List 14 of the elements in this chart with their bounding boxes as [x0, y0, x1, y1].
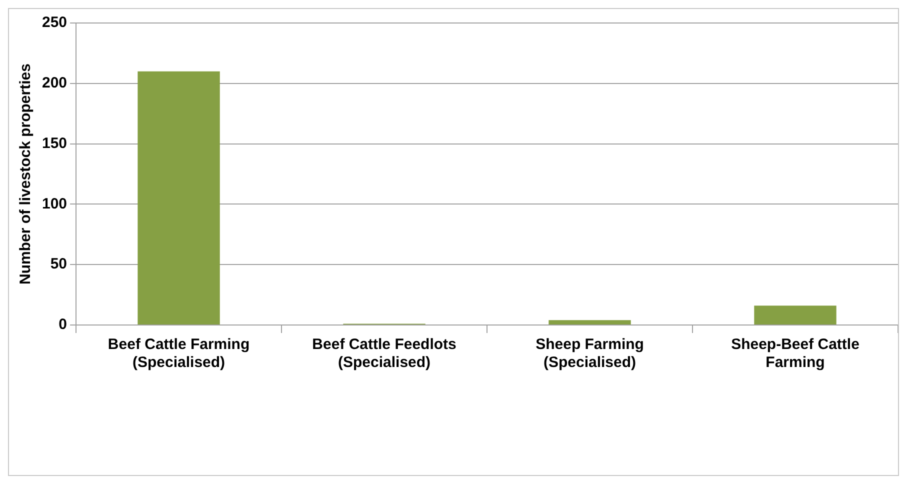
y-tick-label: 150 — [42, 134, 68, 152]
x-tick-label: Sheep-Beef Cattle Farming — [731, 336, 860, 372]
x-tick-label: Sheep Farming (Specialised) — [536, 336, 644, 372]
y-tick-label: 0 — [58, 316, 68, 334]
bar — [138, 71, 220, 324]
y-tick-label: 100 — [42, 195, 68, 212]
y-axis-title: Number of livestock properties — [17, 64, 34, 284]
bar — [548, 320, 631, 324]
y-tick-label: 250 — [42, 14, 68, 32]
bar — [754, 306, 836, 324]
x-tick-label: Beef Cattle Farming (Specialised) — [108, 336, 250, 372]
y-tick-label: 200 — [42, 74, 68, 92]
y-tick-label: 50 — [50, 256, 68, 273]
x-tick-label: Beef Cattle Feedlots (Specialised) — [312, 336, 456, 372]
